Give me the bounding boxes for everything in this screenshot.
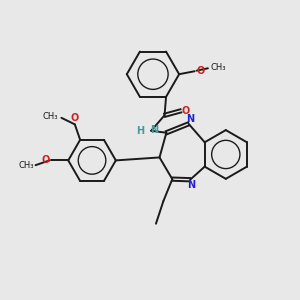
Text: CH₃: CH₃	[210, 63, 226, 72]
Text: O: O	[182, 106, 190, 116]
Text: O: O	[71, 113, 79, 123]
Text: N: N	[187, 180, 195, 190]
Text: CH₃: CH₃	[43, 112, 58, 121]
Text: N: N	[186, 114, 194, 124]
Text: O: O	[197, 66, 205, 76]
Text: O: O	[42, 155, 50, 165]
Text: H: H	[136, 126, 145, 136]
Text: N: N	[150, 125, 158, 135]
Text: CH₃: CH₃	[18, 161, 34, 170]
